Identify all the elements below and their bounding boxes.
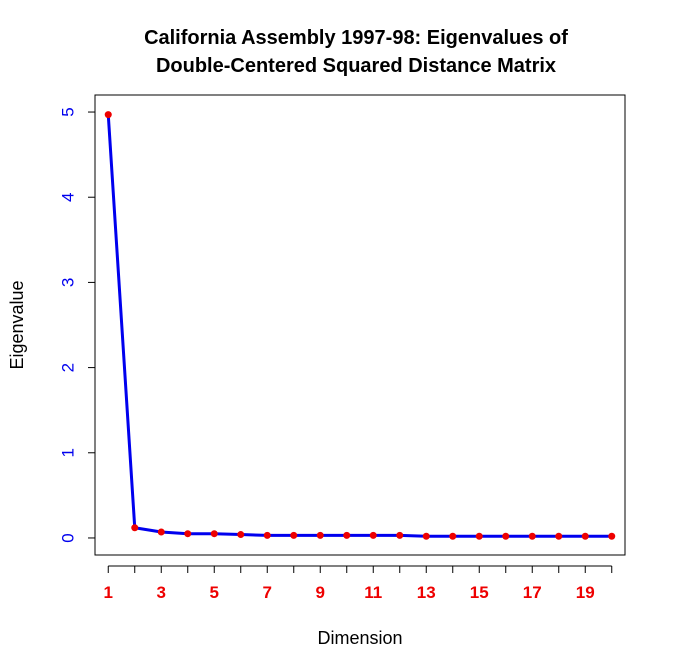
data-point [104, 111, 112, 119]
y-axis-label: Eigenvalue [7, 280, 27, 369]
x-tick-label: 17 [523, 583, 542, 602]
x-tick-label: 3 [157, 583, 166, 602]
data-point [157, 528, 165, 536]
chart-title-line-2: Double-Centered Squared Distance Matrix [156, 55, 556, 77]
data-point [343, 531, 351, 539]
data-point [210, 530, 218, 538]
y-tick-label: 3 [59, 278, 78, 287]
data-point [475, 532, 483, 540]
x-tick-label: 11 [364, 583, 382, 602]
y-tick-label: 1 [59, 448, 78, 457]
chart-title-line-1: California Assembly 1997-98: Eigenvalues… [144, 27, 568, 49]
data-point [396, 531, 404, 539]
y-tick-label: 2 [59, 363, 78, 372]
series-points-group [104, 111, 616, 540]
data-point [528, 532, 536, 540]
x-tick-label: 15 [470, 583, 489, 602]
y-tick-label: 5 [59, 107, 78, 116]
data-point [581, 532, 589, 540]
data-point [263, 531, 271, 539]
series-line-group [106, 114, 612, 538]
x-tick-label: 19 [576, 583, 595, 602]
data-point [449, 532, 457, 540]
x-tick-label: 7 [263, 583, 272, 602]
x-tick-label: 13 [417, 583, 436, 602]
data-point [608, 532, 616, 540]
data-point [316, 531, 324, 539]
data-point [369, 531, 377, 539]
y-axis: 0 1 2 3 4 5 [59, 107, 96, 543]
x-axis: 1 3 5 7 9 11 13 15 17 19 [104, 565, 613, 602]
data-point [502, 532, 510, 540]
x-tick-label: 1 [104, 583, 113, 602]
y-tick-label: 4 [59, 192, 78, 201]
x-tick-label: 9 [316, 583, 325, 602]
y-tick-label: 0 [59, 533, 78, 542]
data-point [555, 532, 563, 540]
data-point [237, 531, 245, 539]
x-tick-label: 5 [210, 583, 219, 602]
data-point [184, 530, 192, 538]
data-point [290, 531, 298, 539]
data-point [422, 532, 430, 540]
eigenvalue-line [106, 114, 612, 538]
x-axis-label: Dimension [317, 628, 402, 648]
data-point [131, 524, 139, 532]
